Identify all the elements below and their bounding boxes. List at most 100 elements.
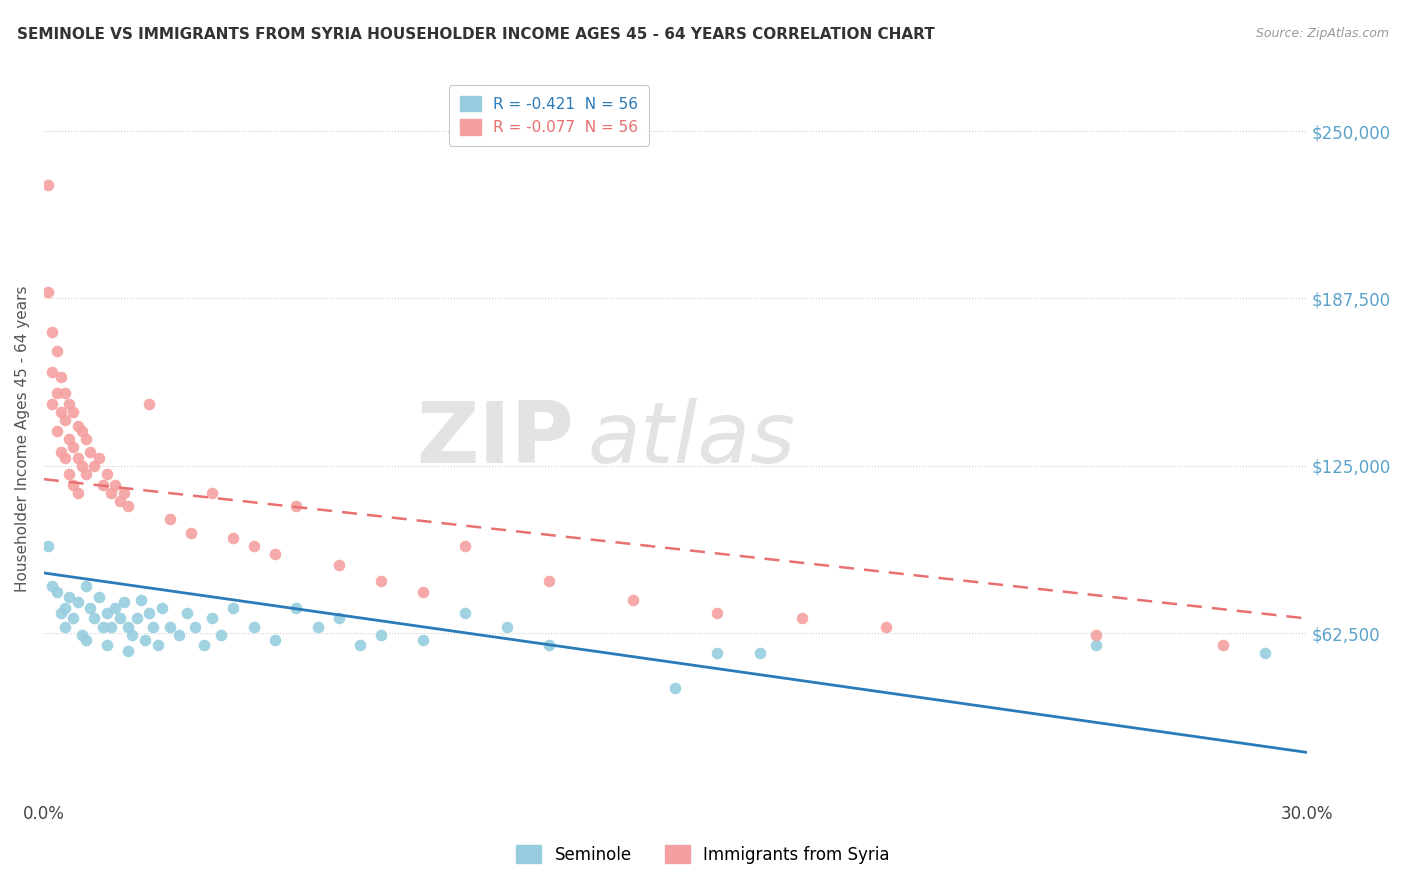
Point	[748, 646, 770, 660]
Point	[454, 539, 477, 553]
Point	[1085, 627, 1108, 641]
Point	[104, 477, 127, 491]
Point	[285, 600, 308, 615]
Point	[142, 619, 165, 633]
Point	[49, 445, 72, 459]
Point	[62, 440, 84, 454]
Point	[75, 579, 97, 593]
Point	[53, 450, 76, 465]
Point	[1085, 638, 1108, 652]
Point	[328, 611, 350, 625]
Point	[117, 499, 139, 513]
Point	[83, 458, 105, 473]
Point	[349, 638, 371, 652]
Point	[79, 445, 101, 459]
Point	[104, 600, 127, 615]
Text: Source: ZipAtlas.com: Source: ZipAtlas.com	[1256, 27, 1389, 40]
Point	[45, 584, 67, 599]
Point	[1254, 646, 1277, 660]
Point	[222, 600, 245, 615]
Point	[138, 397, 160, 411]
Point	[66, 595, 89, 609]
Point	[70, 458, 93, 473]
Point	[58, 432, 80, 446]
Point	[112, 595, 135, 609]
Point	[53, 413, 76, 427]
Point	[41, 325, 63, 339]
Point	[66, 485, 89, 500]
Point	[184, 619, 207, 633]
Point	[58, 397, 80, 411]
Point	[37, 178, 59, 192]
Point	[176, 606, 198, 620]
Point	[307, 619, 329, 633]
Point	[201, 485, 224, 500]
Point	[100, 619, 122, 633]
Point	[87, 450, 110, 465]
Point	[75, 632, 97, 647]
Point	[243, 539, 266, 553]
Point	[117, 643, 139, 657]
Point	[75, 432, 97, 446]
Point	[138, 606, 160, 620]
Point	[129, 592, 152, 607]
Point	[62, 405, 84, 419]
Point	[100, 485, 122, 500]
Point	[117, 619, 139, 633]
Point	[91, 619, 114, 633]
Text: ZIP: ZIP	[416, 398, 574, 481]
Point	[37, 539, 59, 553]
Point	[96, 638, 118, 652]
Point	[70, 424, 93, 438]
Point	[70, 627, 93, 641]
Text: atlas: atlas	[586, 398, 794, 481]
Point	[328, 558, 350, 572]
Point	[41, 397, 63, 411]
Point	[83, 611, 105, 625]
Legend: R = -0.421  N = 56, R = -0.077  N = 56: R = -0.421 N = 56, R = -0.077 N = 56	[449, 85, 650, 146]
Point	[159, 512, 181, 526]
Point	[108, 493, 131, 508]
Point	[454, 606, 477, 620]
Point	[66, 450, 89, 465]
Point	[285, 499, 308, 513]
Point	[125, 611, 148, 625]
Point	[538, 638, 561, 652]
Point	[87, 590, 110, 604]
Point	[108, 611, 131, 625]
Point	[412, 584, 434, 599]
Point	[706, 646, 728, 660]
Point	[37, 285, 59, 299]
Point	[1212, 638, 1234, 652]
Point	[41, 365, 63, 379]
Point	[75, 467, 97, 481]
Point	[121, 627, 143, 641]
Point	[150, 600, 173, 615]
Point	[264, 547, 287, 561]
Point	[790, 611, 813, 625]
Point	[664, 681, 686, 695]
Point	[62, 611, 84, 625]
Point	[134, 632, 156, 647]
Point	[49, 405, 72, 419]
Point	[706, 606, 728, 620]
Point	[58, 467, 80, 481]
Point	[180, 525, 202, 540]
Point	[875, 619, 897, 633]
Point	[53, 619, 76, 633]
Point	[370, 574, 392, 588]
Point	[538, 574, 561, 588]
Point	[412, 632, 434, 647]
Text: SEMINOLE VS IMMIGRANTS FROM SYRIA HOUSEHOLDER INCOME AGES 45 - 64 YEARS CORRELAT: SEMINOLE VS IMMIGRANTS FROM SYRIA HOUSEH…	[17, 27, 935, 42]
Point	[96, 467, 118, 481]
Point	[45, 424, 67, 438]
Point	[193, 638, 215, 652]
Point	[45, 343, 67, 358]
Point	[243, 619, 266, 633]
Point	[79, 600, 101, 615]
Point	[264, 632, 287, 647]
Point	[201, 611, 224, 625]
Point	[53, 386, 76, 401]
Point	[112, 485, 135, 500]
Point	[621, 592, 644, 607]
